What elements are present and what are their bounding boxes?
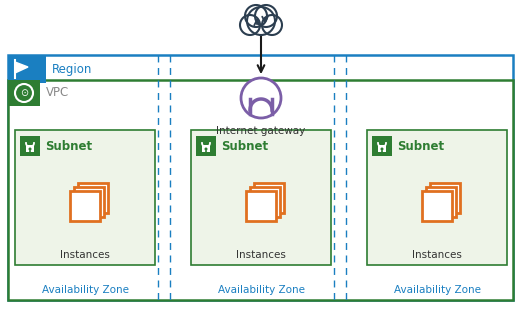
Text: Instances: Instances bbox=[60, 250, 110, 260]
Bar bbox=[8, 80, 513, 300]
Bar bbox=[78, 183, 108, 212]
Circle shape bbox=[29, 147, 31, 151]
Bar bbox=[26, 145, 34, 152]
Text: Availability Zone: Availability Zone bbox=[217, 285, 304, 295]
Text: Subnet: Subnet bbox=[221, 140, 268, 152]
Bar bbox=[8, 55, 513, 300]
Text: Availability Zone: Availability Zone bbox=[393, 285, 480, 295]
Bar bbox=[8, 55, 46, 83]
Circle shape bbox=[241, 78, 281, 118]
Text: VPC: VPC bbox=[46, 86, 69, 100]
Bar bbox=[70, 191, 100, 220]
Text: Region: Region bbox=[52, 63, 92, 76]
Bar bbox=[378, 145, 386, 152]
Text: Internet gateway: Internet gateway bbox=[216, 126, 306, 136]
Text: Subnet: Subnet bbox=[397, 140, 444, 152]
Circle shape bbox=[205, 147, 207, 151]
Text: Instances: Instances bbox=[412, 250, 462, 260]
Bar bbox=[191, 130, 331, 265]
Bar bbox=[250, 187, 280, 216]
Bar bbox=[20, 136, 40, 156]
Bar bbox=[246, 191, 276, 220]
Circle shape bbox=[262, 15, 282, 35]
Bar bbox=[372, 136, 392, 156]
Text: Instances: Instances bbox=[236, 250, 286, 260]
Bar bbox=[422, 191, 452, 220]
Circle shape bbox=[255, 5, 277, 27]
Circle shape bbox=[380, 147, 383, 151]
Text: ⊙: ⊙ bbox=[20, 88, 28, 98]
Bar bbox=[8, 80, 40, 106]
Bar bbox=[202, 145, 210, 152]
Text: Availability Zone: Availability Zone bbox=[42, 285, 129, 295]
Circle shape bbox=[240, 15, 260, 35]
Circle shape bbox=[247, 7, 275, 35]
Bar bbox=[74, 187, 104, 216]
Circle shape bbox=[15, 84, 33, 102]
Bar bbox=[430, 183, 460, 212]
Bar bbox=[196, 136, 216, 156]
Bar bbox=[254, 183, 284, 212]
Text: Subnet: Subnet bbox=[45, 140, 92, 152]
Circle shape bbox=[245, 5, 267, 27]
Bar bbox=[367, 130, 507, 265]
Polygon shape bbox=[15, 62, 28, 73]
Bar bbox=[426, 187, 456, 216]
Bar bbox=[15, 130, 155, 265]
